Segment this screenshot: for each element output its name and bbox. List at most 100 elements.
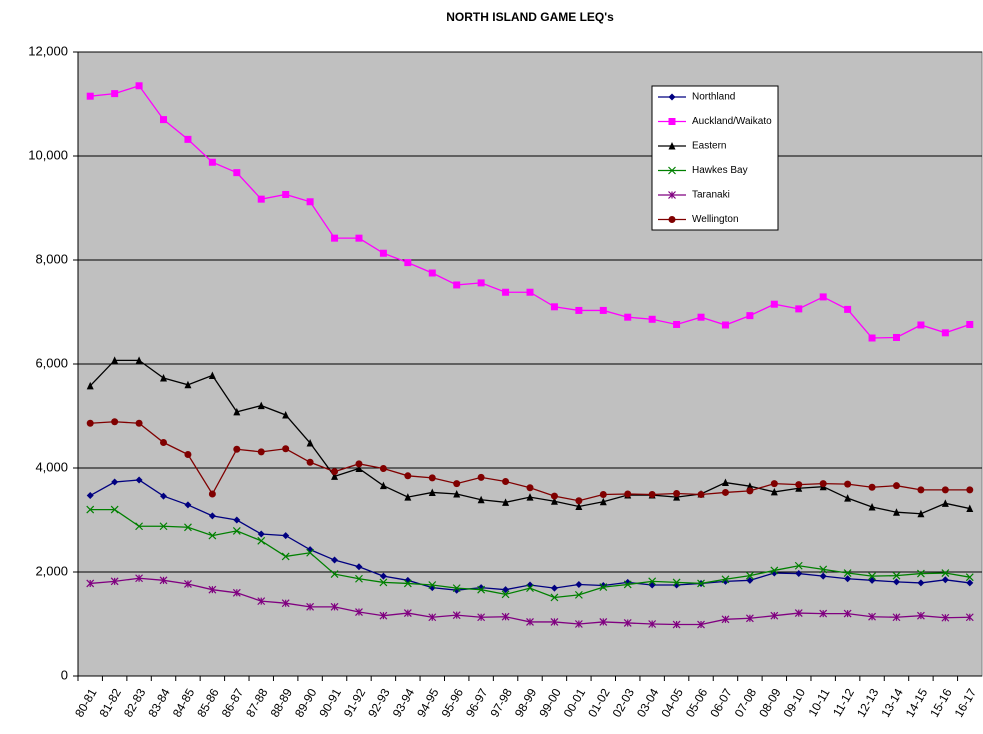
x-tick-label: 15-16 bbox=[927, 686, 955, 720]
marker bbox=[501, 612, 510, 621]
marker bbox=[453, 480, 461, 488]
marker bbox=[379, 578, 388, 587]
marker bbox=[281, 599, 290, 608]
marker bbox=[770, 300, 778, 308]
legend-label: Wellington bbox=[692, 214, 739, 225]
marker bbox=[575, 306, 583, 314]
marker bbox=[917, 579, 925, 587]
x-tick-label: 11-12 bbox=[830, 686, 857, 719]
marker bbox=[233, 445, 241, 453]
marker bbox=[673, 320, 681, 328]
x-tick-label: 85-86 bbox=[194, 686, 222, 720]
marker bbox=[672, 578, 681, 587]
x-tick-label: 05-06 bbox=[683, 686, 711, 720]
x-tick-label: 88-89 bbox=[268, 686, 296, 720]
marker bbox=[550, 617, 559, 626]
marker bbox=[746, 576, 754, 584]
marker bbox=[160, 492, 168, 500]
marker bbox=[477, 473, 485, 481]
marker bbox=[403, 609, 412, 618]
marker bbox=[404, 472, 412, 480]
marker bbox=[404, 259, 412, 267]
x-tick-label: 12-13 bbox=[854, 686, 882, 720]
x-tick-label: 98-99 bbox=[512, 686, 540, 720]
marker bbox=[502, 498, 510, 506]
marker bbox=[795, 305, 803, 313]
marker bbox=[477, 613, 486, 622]
marker bbox=[86, 492, 94, 500]
marker bbox=[599, 617, 608, 626]
x-tick-label: 95-96 bbox=[439, 686, 467, 720]
marker bbox=[282, 532, 290, 540]
marker bbox=[745, 614, 754, 623]
x-tick-label: 86-87 bbox=[219, 686, 247, 720]
marker bbox=[160, 116, 168, 124]
marker bbox=[916, 611, 925, 620]
marker bbox=[453, 490, 461, 498]
marker bbox=[233, 516, 241, 524]
marker bbox=[232, 526, 241, 535]
marker bbox=[917, 509, 925, 518]
marker bbox=[110, 577, 119, 586]
marker bbox=[111, 356, 119, 364]
marker bbox=[257, 530, 265, 538]
marker bbox=[941, 569, 950, 577]
marker bbox=[574, 590, 583, 599]
marker bbox=[668, 216, 676, 223]
marker bbox=[916, 569, 925, 578]
marker bbox=[917, 486, 925, 494]
marker bbox=[428, 613, 437, 622]
marker bbox=[502, 586, 510, 594]
marker bbox=[208, 512, 216, 520]
marker bbox=[574, 620, 583, 628]
x-tick-label: 00-01 bbox=[561, 686, 589, 720]
marker bbox=[330, 602, 339, 611]
marker bbox=[599, 583, 608, 592]
legend-label: Taranaki bbox=[692, 190, 730, 201]
marker bbox=[379, 465, 387, 473]
marker bbox=[697, 313, 705, 321]
marker bbox=[844, 305, 852, 313]
marker bbox=[941, 499, 949, 507]
x-tick-label: 09-10 bbox=[781, 686, 809, 720]
x-tick-label: 97-98 bbox=[487, 686, 515, 720]
x-tick-label: 96-97 bbox=[463, 686, 491, 720]
marker bbox=[502, 288, 510, 296]
y-tick-label: 4,000 bbox=[35, 459, 68, 474]
marker bbox=[648, 315, 656, 323]
marker bbox=[355, 460, 363, 468]
marker bbox=[917, 321, 925, 329]
marker bbox=[941, 486, 949, 494]
x-tick-label: 90-91 bbox=[316, 686, 344, 720]
marker bbox=[233, 407, 241, 416]
marker bbox=[452, 611, 461, 620]
marker bbox=[257, 448, 265, 456]
legend-box bbox=[651, 85, 779, 231]
marker bbox=[379, 249, 387, 257]
marker bbox=[135, 574, 144, 583]
marker bbox=[575, 497, 583, 505]
marker bbox=[86, 579, 95, 588]
marker bbox=[257, 536, 266, 545]
marker bbox=[233, 169, 241, 177]
y-tick-label: 0 bbox=[61, 667, 68, 682]
marker bbox=[331, 472, 339, 480]
marker bbox=[966, 579, 974, 587]
marker bbox=[282, 190, 290, 198]
marker bbox=[721, 575, 730, 584]
marker bbox=[673, 581, 681, 589]
marker bbox=[477, 495, 485, 504]
marker bbox=[868, 612, 876, 621]
x-tick-label: 16-17 bbox=[952, 686, 980, 720]
marker bbox=[355, 234, 363, 242]
marker bbox=[453, 281, 461, 289]
x-tick-label: 07-08 bbox=[732, 686, 760, 720]
marker bbox=[624, 490, 632, 498]
marker bbox=[794, 561, 803, 570]
marker bbox=[819, 480, 827, 488]
marker bbox=[86, 92, 94, 100]
marker bbox=[941, 576, 949, 584]
marker bbox=[403, 579, 412, 588]
marker bbox=[135, 522, 144, 531]
marker bbox=[184, 580, 192, 588]
